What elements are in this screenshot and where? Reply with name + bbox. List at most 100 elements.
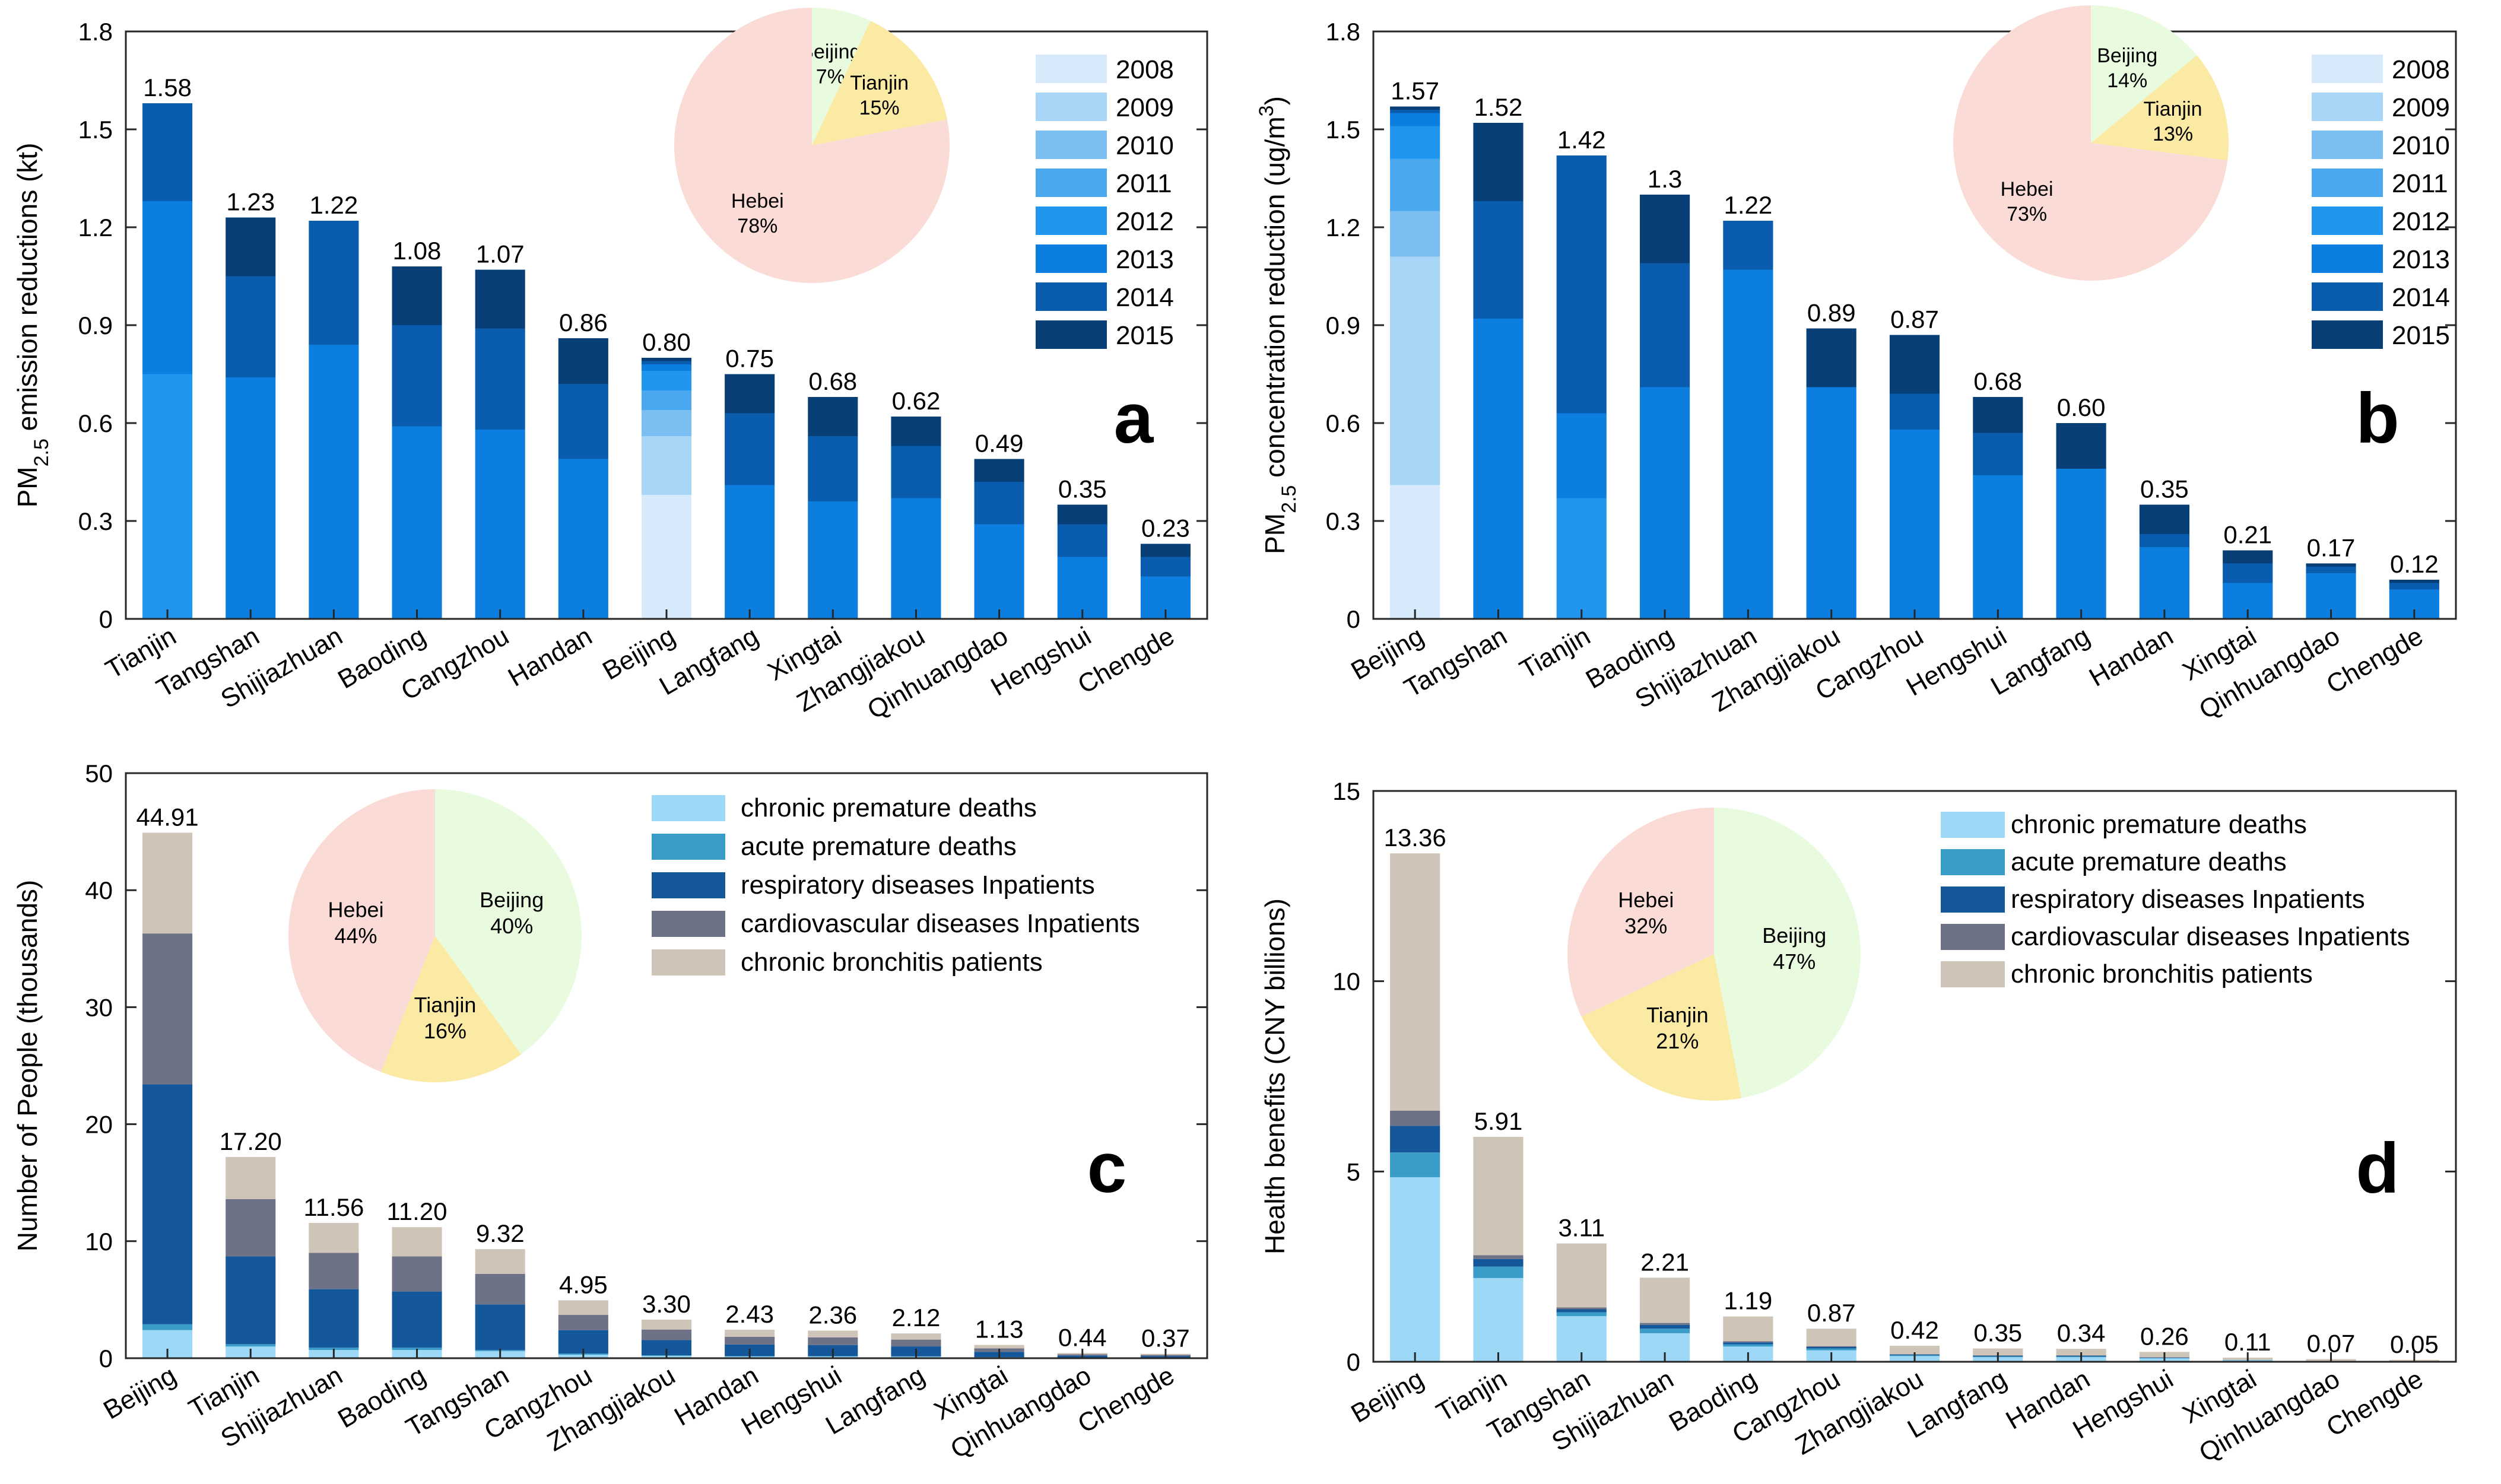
legend-label-d-3: cardiovascular diseases Inpatients bbox=[2011, 922, 2410, 951]
y-axis-label-part: PM bbox=[1259, 513, 1290, 554]
bar-segment-b-0-1 bbox=[1390, 256, 1440, 485]
total-label-a-1: 1.23 bbox=[226, 188, 275, 216]
total-label-c-8: 2.36 bbox=[808, 1301, 857, 1329]
bar-segment-c-1-3 bbox=[226, 1199, 276, 1257]
bar-segment-a-11-5 bbox=[1057, 557, 1107, 619]
pie-pct-a-hebei: 78% bbox=[737, 215, 777, 237]
total-label-a-6: 0.80 bbox=[642, 328, 691, 356]
bar-segment-c-8-4 bbox=[808, 1330, 858, 1337]
bar-segment-b-10-6 bbox=[2223, 563, 2273, 583]
total-label-d-3: 2.21 bbox=[1640, 1248, 1689, 1276]
panel-c: 44.91 17.20 11.56 11.20 9.32 4.95 3.30 2.43 2.36… bbox=[12, 760, 1208, 1464]
bar-segment-a-9-7 bbox=[891, 417, 941, 446]
bar-segment-a-4-5 bbox=[475, 430, 525, 619]
total-label-a-0: 1.58 bbox=[143, 74, 192, 101]
bar-segment-a-0-5 bbox=[142, 201, 193, 374]
total-label-b-0: 1.57 bbox=[1391, 77, 1439, 105]
pie-slice-c-beijing bbox=[435, 789, 582, 1054]
legend-a: 2008 2009 2010 2011 2012 2013 2014 2015 bbox=[1036, 55, 1174, 350]
bar-segment-c-10-4 bbox=[974, 1345, 1024, 1349]
bar-segment-b-5-7 bbox=[1806, 328, 1856, 387]
bars-c: 44.91 17.20 11.56 11.20 9.32 4.95 3.30 2.43 2.36… bbox=[137, 803, 1191, 1358]
pie-slice-a-beijing bbox=[812, 8, 871, 145]
bar-segment-d-0-0 bbox=[1390, 1177, 1440, 1362]
bar-segment-a-12-7 bbox=[1140, 544, 1191, 557]
category-label-b-9: Handan bbox=[2084, 621, 2178, 692]
total-label-b-5: 0.89 bbox=[1807, 299, 1856, 327]
category-label-d-11: Qinhuangdao bbox=[2194, 1364, 2344, 1468]
bar-segment-c-3-4 bbox=[392, 1227, 442, 1257]
bar-segment-b-3-6 bbox=[1639, 263, 1690, 387]
bar-segment-c-6-3 bbox=[641, 1329, 692, 1340]
legend-swatch-a-3 bbox=[1036, 169, 1107, 197]
bar-segment-a-6-2 bbox=[641, 410, 692, 436]
y-axis-label-a: PM2.5 emission reductions (kt) bbox=[12, 143, 53, 508]
bar-segment-a-6-6 bbox=[641, 361, 692, 364]
pie-pct-a-tianjin: 15% bbox=[859, 97, 900, 119]
pie-label-b-hebei: Hebei bbox=[2001, 178, 2054, 201]
bar-segment-d-5-4 bbox=[1806, 1329, 1856, 1346]
legend-label-a-6: 2014 bbox=[1116, 283, 1174, 312]
legend-label-a-0: 2008 bbox=[1116, 55, 1174, 84]
bar-segment-b-9-7 bbox=[2139, 504, 2190, 534]
bar-segment-b-7-6 bbox=[1973, 433, 2023, 475]
bar-segment-a-7-5 bbox=[725, 485, 775, 619]
panel-letter-a: a bbox=[1114, 379, 1154, 458]
legend-swatch-a-6 bbox=[1036, 282, 1107, 311]
bar-segment-d-1-3 bbox=[1473, 1255, 1524, 1259]
bar-segment-c-5-3 bbox=[558, 1315, 608, 1330]
total-label-d-1: 5.91 bbox=[1474, 1107, 1523, 1135]
bar-segment-c-1-4 bbox=[226, 1156, 276, 1199]
total-label-c-1: 17.20 bbox=[220, 1127, 282, 1155]
pie-pct-b-beijing: 14% bbox=[2107, 69, 2147, 92]
legend-swatch-b-1 bbox=[2312, 93, 2383, 121]
bar-segment-b-2-4 bbox=[1556, 498, 1607, 619]
pie-slice-a-hebei bbox=[674, 8, 950, 284]
legend-swatch-b-3 bbox=[2312, 169, 2383, 197]
total-label-d-0: 13.36 bbox=[1384, 824, 1446, 851]
bar-segment-a-12-6 bbox=[1140, 557, 1191, 577]
legend-swatch-c-0 bbox=[652, 795, 725, 821]
bar-segment-d-2-1 bbox=[1556, 1312, 1607, 1317]
legend-swatch-a-2 bbox=[1036, 131, 1107, 159]
total-label-c-7: 2.43 bbox=[725, 1300, 774, 1328]
total-label-a-10: 0.49 bbox=[975, 430, 1024, 457]
bar-segment-d-2-3 bbox=[1556, 1307, 1607, 1310]
legend-label-b-1: 2009 bbox=[2392, 93, 2450, 122]
ytick-label-b-6: 1.8 bbox=[1326, 18, 1360, 46]
bar-segment-a-8-5 bbox=[808, 501, 858, 619]
bar-segment-b-7-5 bbox=[1973, 475, 2023, 619]
bar-segment-d-0-1 bbox=[1390, 1152, 1440, 1177]
bar-segment-b-7-7 bbox=[1973, 397, 2023, 433]
legend-label-b-4: 2012 bbox=[2392, 207, 2450, 236]
ytick-label-b-5: 1.5 bbox=[1326, 116, 1360, 144]
bar-segment-c-5-4 bbox=[558, 1300, 608, 1315]
total-label-b-6: 0.87 bbox=[1890, 306, 1939, 333]
ytick-label-a-0: 0 bbox=[99, 605, 113, 633]
bar-segment-b-2-5 bbox=[1556, 413, 1607, 498]
legend-swatch-a-0 bbox=[1036, 55, 1107, 83]
legend-swatch-c-4 bbox=[652, 949, 725, 975]
bar-segment-d-4-2 bbox=[1723, 1342, 1773, 1345]
category-label-c-12: Chengde bbox=[1073, 1361, 1179, 1439]
pie-label-d-tianjin: Tianjin bbox=[1646, 1003, 1709, 1027]
y-axis-label-d: Health benefits (CNY billions) bbox=[1259, 898, 1290, 1254]
bar-segment-b-0-5 bbox=[1390, 113, 1440, 126]
pie-label-d-beijing: Beijing bbox=[1762, 923, 1826, 948]
bar-segment-a-1-5 bbox=[226, 377, 276, 619]
bar-segment-b-11-7 bbox=[2306, 563, 2356, 567]
total-label-b-8: 0.60 bbox=[2057, 393, 2106, 421]
bar-segment-a-0-6 bbox=[142, 103, 193, 201]
total-label-a-2: 1.22 bbox=[310, 191, 358, 219]
pie-slice-c-tianjin bbox=[381, 936, 522, 1082]
bar-segment-a-3-7 bbox=[392, 266, 442, 325]
bar-segment-a-8-6 bbox=[808, 436, 858, 501]
total-label-b-3: 1.3 bbox=[1648, 165, 1682, 193]
bar-segment-d-3-3 bbox=[1639, 1323, 1690, 1325]
legend-label-a-2: 2010 bbox=[1116, 131, 1174, 160]
category-label-a-10: Qinhuangdao bbox=[862, 621, 1013, 725]
bar-segment-d-4-1 bbox=[1723, 1344, 1773, 1347]
